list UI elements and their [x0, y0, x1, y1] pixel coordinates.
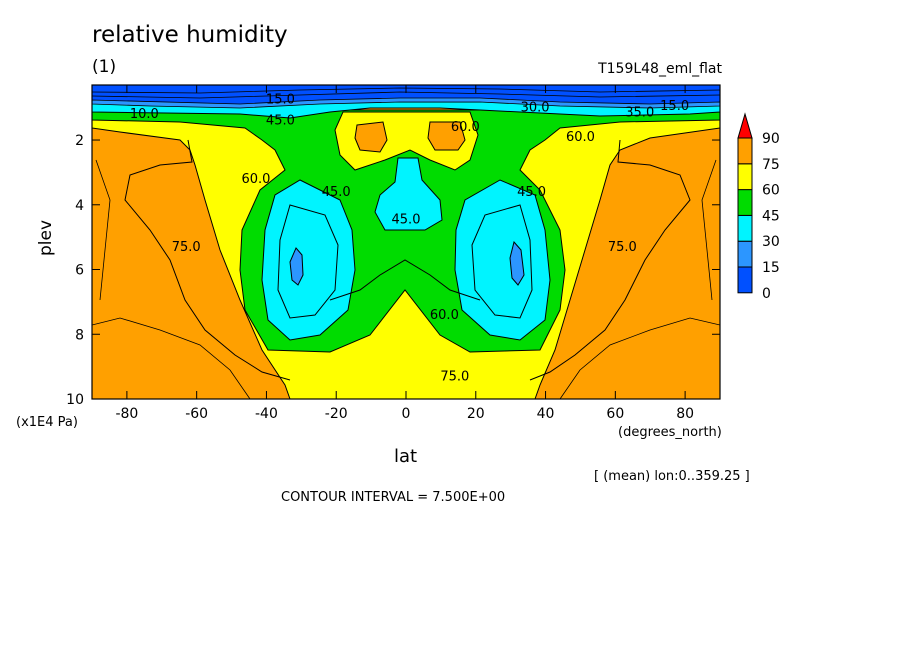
x-tick-label: -40: [255, 406, 278, 422]
contour-labels: 15.0 10.0 45.0 60.0 45.0 75.0 45.0 60.0 30.0 60.0…: [130, 93, 689, 385]
contour-label: 60.0: [242, 172, 271, 187]
colorbar-label: 60: [762, 183, 780, 199]
contour-label: 60.0: [430, 308, 459, 323]
contour-label: 60.0: [566, 130, 595, 145]
y-tick-label: 8: [75, 327, 84, 343]
x-axis-units: (degrees_north): [618, 425, 722, 440]
colorbar-label: 75: [762, 157, 780, 173]
band-15-30-top: [92, 97, 720, 109]
band-45-60: [92, 109, 720, 353]
contour-label: 60.0: [451, 120, 480, 135]
colorbar-label: 45: [762, 208, 780, 224]
colorbar-overflow-arrow: [737, 112, 753, 139]
colorbar-swatch: [737, 214, 753, 242]
y-axis-units: (x1E4 Pa): [16, 415, 78, 430]
chart-subtitle: (1): [92, 57, 117, 77]
contour-label: 45.0: [266, 114, 295, 129]
contour-label: 45.0: [392, 212, 421, 227]
colorbar-swatch: [737, 240, 753, 268]
contour-label: 75.0: [608, 240, 637, 255]
y-tick-label: 4: [75, 198, 84, 214]
band-75-upper-left: [354, 121, 388, 153]
contour-field: [92, 85, 720, 399]
x-tick-label: 0: [402, 406, 411, 422]
colorbar-swatch: [737, 266, 753, 294]
contour-label: 75.0: [172, 240, 201, 255]
colorbar-swatch: [737, 163, 753, 191]
colorbar-swatch: [737, 137, 753, 165]
y-tick-label: 2: [75, 133, 84, 149]
colorbar-label: 0: [762, 286, 771, 302]
y-tick-label: 10: [66, 392, 84, 408]
run-name: T159L48_eml_flat: [598, 61, 722, 77]
x-tick-label: 80: [676, 406, 694, 422]
colorbar-label: 30: [762, 234, 780, 250]
contour-label: 15.0: [266, 93, 295, 108]
y-tick-label: 6: [75, 263, 84, 279]
contour-label: 35.0: [625, 106, 654, 121]
x-tick-label: -80: [115, 406, 138, 422]
band-30-45-center: [374, 157, 443, 231]
colorbar-label: 90: [762, 131, 780, 147]
contour-label: 75.0: [440, 369, 469, 384]
band-15-30-right: [509, 240, 525, 286]
band-75-upper-right: [427, 121, 466, 151]
contour-label: 45.0: [517, 185, 546, 200]
colorbar-label: 15: [762, 260, 780, 276]
x-tick-label: -60: [185, 406, 208, 422]
contour-interval: CONTOUR INTERVAL = 7.500E+00: [281, 490, 506, 505]
band-15-30-left: [289, 247, 304, 286]
colorbar-swatch: [737, 189, 753, 216]
contour-label: 30.0: [521, 101, 550, 116]
contour-label: 10.0: [130, 107, 159, 122]
x-tick-label: 40: [537, 406, 555, 422]
contour-label: 15.0: [660, 99, 689, 114]
x-tick-label: 20: [467, 406, 485, 422]
contour-label: 45.0: [322, 185, 351, 200]
y-axis: 2 4 6 8 10: [66, 133, 720, 408]
colorbar: 0 15 30 45 60 75 90: [737, 112, 780, 302]
x-axis: -80 -60 -40 -20 0 20 40 60 80: [115, 85, 694, 422]
x-axis-label: lat: [394, 446, 418, 467]
chart-title: relative humidity: [92, 22, 288, 48]
x-tick-label: 60: [606, 406, 624, 422]
averaging-info: [ (mean) lon:0..359.25 ]: [594, 469, 750, 484]
x-tick-label: -20: [325, 406, 348, 422]
